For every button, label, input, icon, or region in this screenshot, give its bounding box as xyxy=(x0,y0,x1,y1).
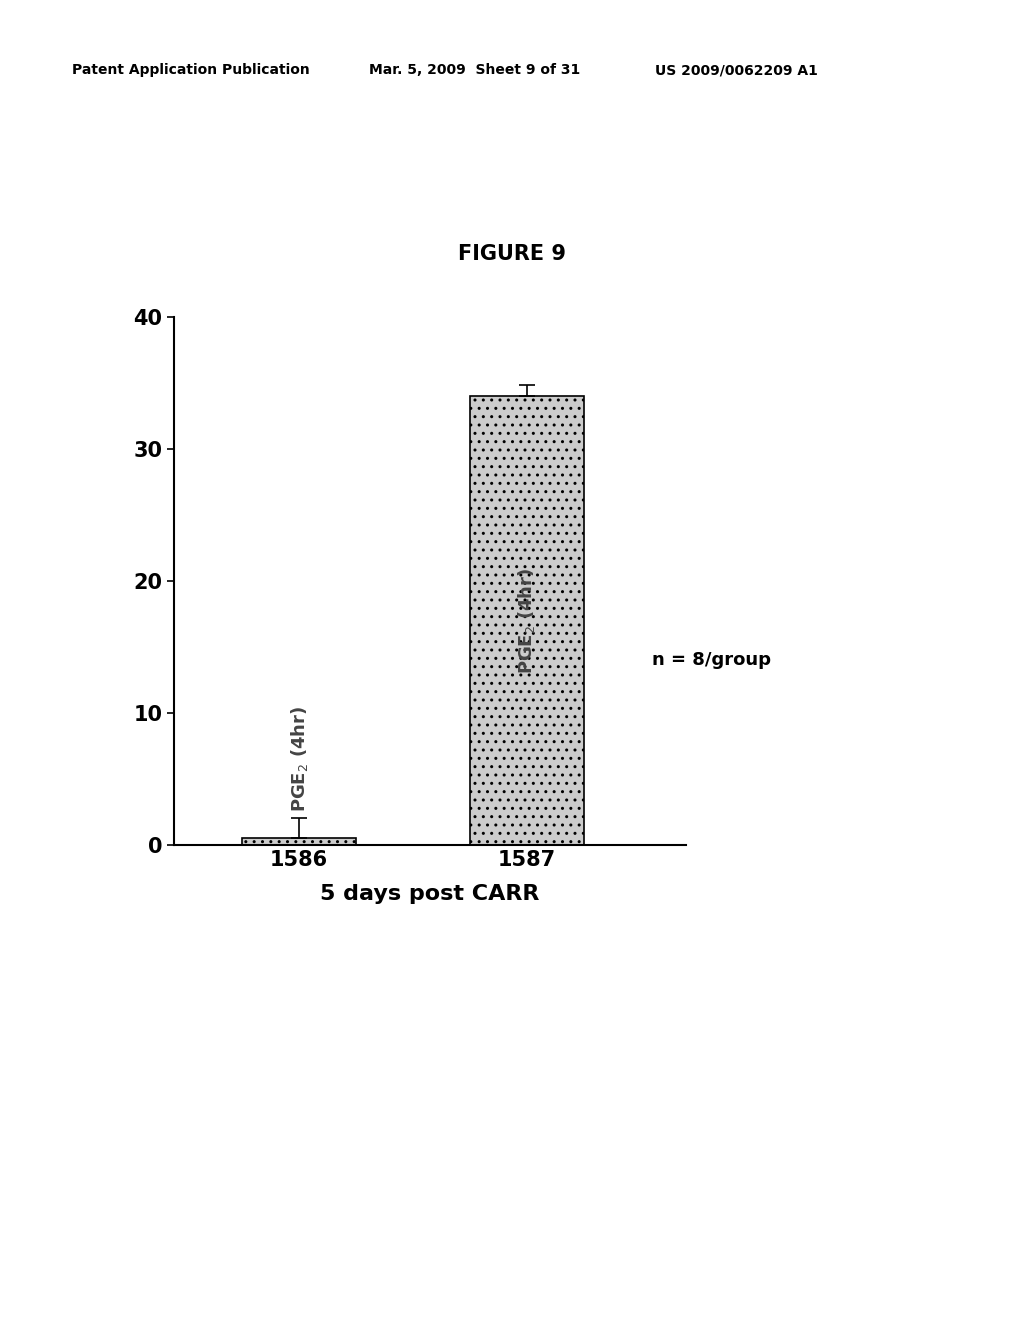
Bar xyxy=(470,396,584,845)
Text: PGE$_2$ (4hr): PGE$_2$ (4hr) xyxy=(516,568,538,673)
Text: PGE$_2$ (4hr): PGE$_2$ (4hr) xyxy=(289,705,309,812)
Bar xyxy=(243,838,356,845)
Text: US 2009/0062209 A1: US 2009/0062209 A1 xyxy=(655,63,818,78)
Text: FIGURE 9: FIGURE 9 xyxy=(458,244,566,264)
Text: n = 8/group: n = 8/group xyxy=(652,651,771,669)
Text: Patent Application Publication: Patent Application Publication xyxy=(72,63,309,78)
X-axis label: 5 days post CARR: 5 days post CARR xyxy=(321,883,540,904)
Text: Mar. 5, 2009  Sheet 9 of 31: Mar. 5, 2009 Sheet 9 of 31 xyxy=(369,63,580,78)
